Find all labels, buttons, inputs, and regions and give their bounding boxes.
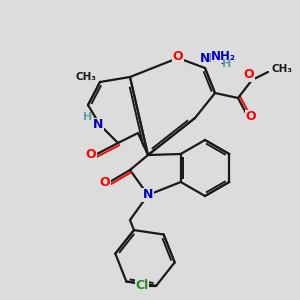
Text: ₂: ₂: [221, 56, 225, 66]
Text: NH₂: NH₂: [211, 50, 236, 62]
Text: O: O: [244, 68, 254, 82]
Text: O: O: [246, 110, 256, 124]
Text: H: H: [222, 59, 232, 69]
Text: O: O: [100, 176, 110, 190]
Text: CH₃: CH₃: [76, 72, 97, 82]
Text: NH: NH: [200, 52, 220, 64]
Text: H: H: [83, 112, 93, 122]
Text: N: N: [93, 118, 103, 131]
Text: N: N: [143, 188, 153, 202]
Text: Cl: Cl: [135, 279, 148, 292]
Text: CH₃: CH₃: [272, 64, 293, 74]
Text: O: O: [173, 50, 183, 62]
Text: O: O: [86, 148, 96, 161]
